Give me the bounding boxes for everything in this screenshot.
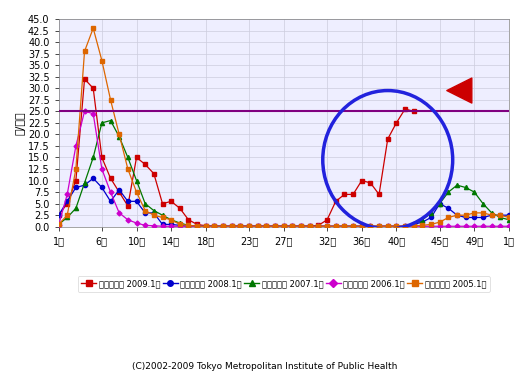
（東京都） 2009.1～ bbox=[359, 178, 365, 183]
（東京都） 2009.1～ bbox=[376, 192, 382, 197]
（東京都） 2008.1～ bbox=[359, 224, 365, 229]
（東京都） 2009.1～ bbox=[393, 120, 400, 125]
（東京都） 2009.1～ bbox=[315, 223, 322, 228]
（東京都） 2005.1～ bbox=[367, 224, 374, 229]
（東京都） 2009.1～ bbox=[254, 224, 261, 229]
（東京都） 2008.1～ bbox=[332, 224, 339, 229]
（東京都） 2009.1～ bbox=[280, 224, 287, 229]
（東京都） 2006.1～ bbox=[367, 224, 374, 229]
（東京都） 2006.1～ bbox=[332, 224, 339, 229]
（東京都） 2009.1～ bbox=[116, 190, 122, 194]
（東京都） 2009.1～ bbox=[108, 176, 114, 181]
Line: （東京都） 2005.1～: （東京都） 2005.1～ bbox=[57, 26, 511, 228]
（東京都） 2009.1～ bbox=[73, 178, 79, 183]
（東京都） 2007.1～ bbox=[186, 223, 192, 228]
（東京都） 2008.1～ bbox=[90, 176, 96, 181]
（東京都） 2009.1～ bbox=[385, 137, 391, 141]
（東京都） 2009.1～ bbox=[194, 222, 200, 227]
（東京都） 2009.1～ bbox=[160, 201, 166, 206]
（東京都） 2009.1～ bbox=[246, 224, 252, 229]
（東京都） 2009.1～ bbox=[186, 217, 192, 222]
（東京都） 2008.1～ bbox=[419, 220, 426, 224]
Y-axis label: 人/定点: 人/定点 bbox=[15, 111, 25, 135]
（東京都） 2006.1～ bbox=[506, 224, 512, 229]
（東京都） 2005.1～ bbox=[341, 224, 348, 229]
（東京都） 2009.1～ bbox=[99, 155, 105, 160]
（東京都） 2006.1～ bbox=[160, 224, 166, 229]
（東京都） 2009.1～ bbox=[55, 213, 61, 217]
（東京都） 2005.1～ bbox=[186, 223, 192, 228]
（東京都） 2008.1～ bbox=[186, 224, 192, 229]
（東京都） 2009.1～ bbox=[272, 224, 278, 229]
（東京都） 2009.1～ bbox=[82, 77, 88, 81]
（東京都） 2005.1～ bbox=[90, 26, 96, 31]
（東京都） 2009.1～ bbox=[332, 199, 339, 204]
（東京都） 2007.1～ bbox=[194, 224, 200, 229]
Legend: （東京都） 2009.1～, （東京都） 2008.1～, （東京都） 2007.1～, （東京都） 2006.1～, （東京都） 2005.1～: （東京都） 2009.1～, （東京都） 2008.1～, （東京都） 2007… bbox=[78, 276, 490, 292]
（東京都） 2009.1～ bbox=[134, 155, 140, 160]
（東京都） 2009.1～ bbox=[237, 224, 244, 229]
（東京都） 2006.1～ bbox=[55, 223, 61, 228]
（東京都） 2009.1～ bbox=[289, 224, 296, 229]
（東京都） 2009.1～ bbox=[220, 224, 226, 229]
Line: （東京都） 2006.1～: （東京都） 2006.1～ bbox=[57, 110, 511, 228]
（東京都） 2008.1～ bbox=[341, 224, 348, 229]
（東京都） 2009.1～ bbox=[263, 224, 270, 229]
（東京都） 2007.1～ bbox=[332, 224, 339, 229]
（東京都） 2009.1～ bbox=[367, 181, 374, 185]
（東京都） 2008.1～ bbox=[506, 213, 512, 217]
（東京都） 2009.1～ bbox=[350, 192, 356, 197]
（東京都） 2009.1～ bbox=[341, 192, 348, 197]
Line: （東京都） 2007.1～: （東京都） 2007.1～ bbox=[57, 119, 511, 228]
（東京都） 2005.1～ bbox=[55, 222, 61, 227]
（東京都） 2005.1～ bbox=[194, 224, 200, 229]
（東京都） 2006.1～ bbox=[82, 109, 88, 113]
（東京都） 2009.1～ bbox=[142, 162, 148, 167]
（東京都） 2008.1～ bbox=[367, 224, 374, 229]
（東京都） 2006.1～ bbox=[194, 224, 200, 229]
（東京都） 2009.1～ bbox=[402, 107, 408, 111]
Line: （東京都） 2008.1～: （東京都） 2008.1～ bbox=[57, 176, 511, 228]
（東京都） 2009.1～ bbox=[125, 204, 131, 208]
（東京都） 2007.1～ bbox=[341, 224, 348, 229]
（東京都） 2007.1～ bbox=[419, 217, 426, 222]
（東京都） 2005.1～ bbox=[359, 224, 365, 229]
Text: (C)2002-2009 Tokyo Metropolitan Institute of Public Health: (C)2002-2009 Tokyo Metropolitan Institut… bbox=[132, 362, 398, 371]
（東京都） 2009.1～ bbox=[306, 224, 313, 229]
（東京都） 2005.1～ bbox=[332, 224, 339, 229]
（東京都） 2009.1～ bbox=[298, 224, 304, 229]
（東京都） 2009.1～ bbox=[168, 199, 174, 204]
（東京都） 2005.1～ bbox=[419, 223, 426, 228]
（東京都） 2009.1～ bbox=[228, 224, 235, 229]
（東京都） 2007.1～ bbox=[367, 224, 374, 229]
（東京都） 2007.1～ bbox=[506, 217, 512, 222]
（東京都） 2009.1～ bbox=[64, 201, 70, 206]
（東京都） 2008.1～ bbox=[194, 224, 200, 229]
（東京都） 2006.1～ bbox=[419, 224, 426, 229]
（東京都） 2005.1～ bbox=[506, 215, 512, 220]
（東京都） 2009.1～ bbox=[324, 217, 330, 222]
（東京都） 2009.1～ bbox=[151, 172, 157, 176]
（東京都） 2009.1～ bbox=[411, 109, 417, 113]
Line: （東京都） 2009.1～: （東京都） 2009.1～ bbox=[57, 77, 416, 228]
（東京都） 2009.1～ bbox=[202, 223, 209, 228]
（東京都） 2009.1～ bbox=[176, 206, 183, 210]
（東京都） 2009.1～ bbox=[90, 86, 96, 91]
（東京都） 2006.1～ bbox=[359, 224, 365, 229]
（東京都） 2007.1～ bbox=[55, 222, 61, 227]
（東京都） 2008.1～ bbox=[55, 213, 61, 217]
（東京都） 2009.1～ bbox=[211, 224, 218, 229]
（東京都） 2006.1～ bbox=[341, 224, 348, 229]
（東京都） 2007.1～ bbox=[359, 224, 365, 229]
（東京都） 2007.1～ bbox=[108, 118, 114, 123]
